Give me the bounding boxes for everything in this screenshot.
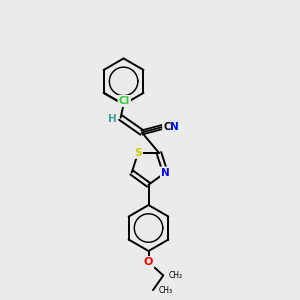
Text: N: N (170, 122, 179, 132)
Text: O: O (144, 257, 153, 267)
Text: O: O (144, 257, 153, 267)
Text: CH₂: CH₂ (169, 271, 183, 280)
Text: Cl: Cl (118, 96, 130, 106)
Text: N: N (161, 167, 170, 178)
Text: S: S (134, 148, 142, 158)
Text: H: H (108, 114, 117, 124)
Text: S: S (134, 148, 142, 158)
Text: Cl: Cl (118, 96, 130, 106)
Text: N: N (170, 122, 179, 132)
Text: C: C (163, 122, 170, 132)
Text: H: H (108, 114, 117, 124)
Text: N: N (161, 167, 170, 178)
Text: CH₃: CH₃ (158, 286, 172, 295)
Text: C: C (163, 122, 170, 132)
